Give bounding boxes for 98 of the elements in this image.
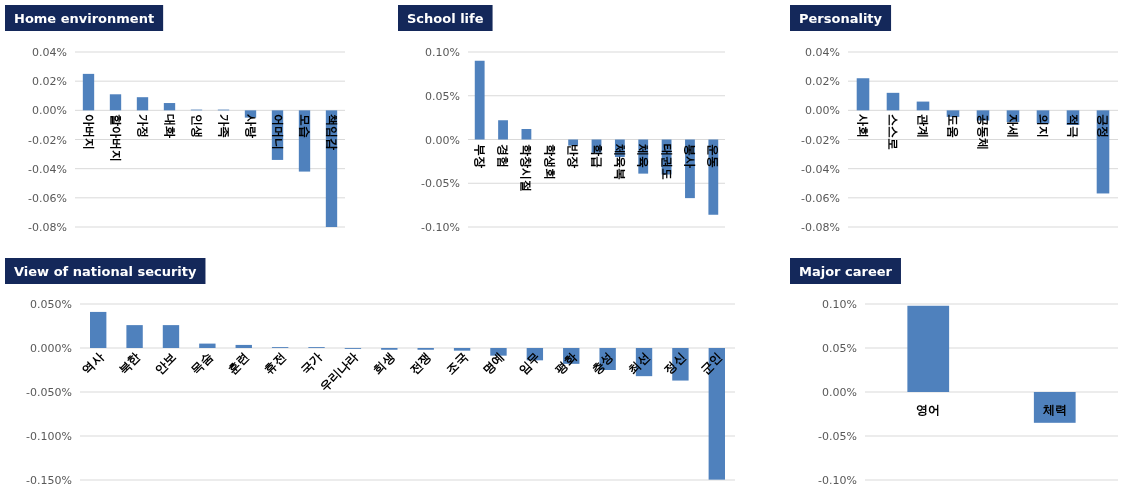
x-tick-label: 긍정 [1096,114,1110,139]
x-tick-label: 평화 [552,350,580,378]
x-tick-label: 운동 [706,143,721,168]
x-tick-label: 역사 [79,350,107,378]
x-tick-label: 모습 [297,114,312,139]
bar [199,343,216,348]
chart-title: Major career [799,264,893,279]
x-tick-label: 체육 [636,142,651,168]
x-tick-label: 할아버지 [108,114,123,163]
y-tick-label: -0.08% [801,221,840,234]
x-tick-label: 경험 [496,143,511,168]
chart-title: Home environment [14,11,155,26]
x-tick-label: 어머니 [270,114,285,151]
y-tick-label: -0.150% [26,474,72,487]
x-tick-label: 도움 [946,114,960,139]
x-tick-label: 목숨 [188,350,216,378]
x-tick-label: 가정 [135,114,150,139]
chart-title: View of national security [14,264,197,279]
bar [82,73,95,111]
chart-title: School life [407,11,484,26]
bar [498,120,508,140]
y-tick-label: 0.00% [822,386,857,399]
y-tick-label: -0.10% [818,474,857,487]
x-tick-label: 조국 [443,350,471,378]
x-tick-label: 휴전 [261,350,289,378]
x-tick-label: 충성 [588,350,616,378]
x-tick-label: 관계 [916,114,930,139]
bar [856,78,870,111]
y-tick-label: -0.04% [801,162,840,176]
y-tick-label: -0.06% [801,191,840,205]
y-tick-label: 0.000% [30,342,72,355]
y-tick-label: -0.10% [421,221,460,234]
y-tick-label: 0.10% [822,298,857,311]
y-tick-label: -0.05% [421,177,460,191]
x-tick-label: 태권도 [659,143,674,180]
x-tick-label: 안보 [152,350,180,378]
x-tick-label: 희생 [370,350,398,378]
x-tick-label: 훈련 [225,350,252,378]
y-tick-label: -0.02% [801,133,840,147]
x-tick-label: 임무 [516,350,543,378]
x-tick-label: 스스로 [886,114,900,151]
chart-title: Personality [799,11,883,26]
x-tick-label: 최선 [625,350,653,378]
y-tick-label: 0.04% [32,46,67,59]
y-tick-label: -0.08% [28,221,67,234]
x-tick-label: 정신 [661,350,689,378]
x-tick-label: 부장 [472,143,487,168]
x-tick-label: 체육복 [612,142,627,180]
bar [109,94,122,111]
y-tick-label: 0.02% [805,75,840,89]
x-tick-label: 체력 [1041,403,1067,417]
y-tick-label: 0.00% [805,104,840,118]
y-tick-label: -0.05% [818,430,857,443]
y-tick-label: 0.00% [425,133,460,147]
bar [126,325,143,348]
y-tick-label: 0.10% [425,46,460,59]
bar [453,348,471,351]
bar [521,129,532,140]
x-tick-label: 국가 [297,350,325,378]
y-tick-label: -0.02% [28,133,67,147]
x-tick-label: 가족 [216,114,231,139]
y-tick-label: 0.05% [822,342,857,355]
y-tick-label: -0.04% [28,162,67,176]
x-tick-label: 학창시절 [519,143,534,192]
x-tick-label: 의지 [1036,114,1050,139]
x-tick-label: 군인 [698,350,725,378]
x-tick-label: 대화 [162,114,177,139]
x-tick-label: 학생회 [542,143,557,180]
y-tick-label: -0.050% [26,386,72,399]
y-tick-label: -0.06% [28,191,67,205]
y-tick-label: -0.100% [26,430,72,443]
bar [235,344,252,348]
bar [90,311,107,348]
y-tick-label: 0.050% [30,298,72,311]
x-tick-label: 전쟁 [406,350,434,378]
bar [136,97,149,111]
y-tick-label: 0.00% [32,104,67,118]
x-tick-label: 적극 [1066,114,1080,139]
x-tick-label: 학급 [589,143,604,168]
x-tick-label: 아버지 [81,114,96,151]
x-tick-label: 공동체 [976,114,990,151]
x-tick-label: 명예 [479,350,507,378]
x-tick-label: 영어 [916,403,941,417]
bar [886,92,900,111]
bar [163,103,176,111]
y-tick-label: 0.04% [805,46,840,59]
y-tick-label: 0.02% [32,75,67,89]
x-tick-label: 사회 [856,114,870,139]
bar [162,325,180,348]
x-tick-label: 사랑 [243,114,258,139]
bar [474,60,485,140]
x-tick-label: 자세 [1006,114,1020,139]
x-tick-label: 책임감 [324,114,339,151]
x-tick-label: 반장 [566,143,581,168]
x-tick-label: 인생 [189,114,204,139]
x-tick-label: 봉사 [682,143,697,168]
x-tick-label: 북한 [115,350,143,378]
y-tick-label: 0.05% [425,89,460,103]
